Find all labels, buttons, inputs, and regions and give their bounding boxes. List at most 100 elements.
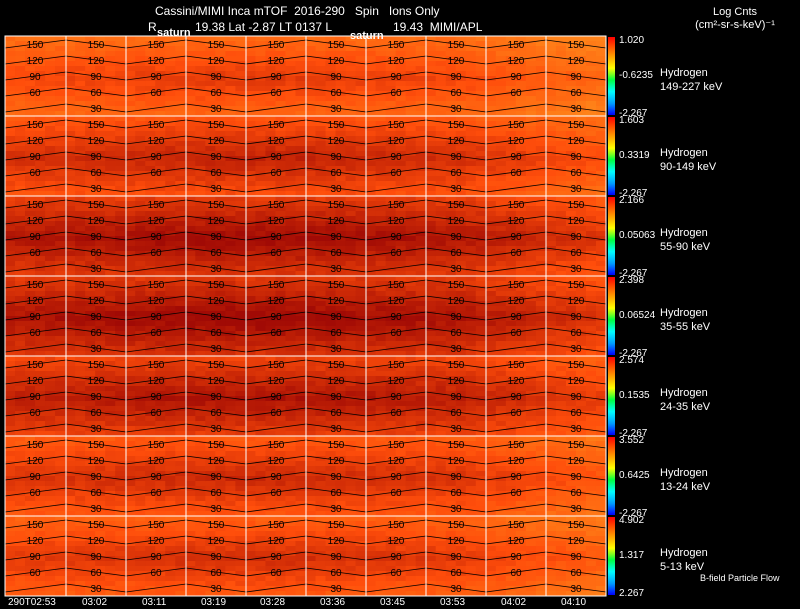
heat-cell bbox=[455, 326, 467, 332]
heat-cell bbox=[565, 151, 577, 157]
heat-cell bbox=[595, 41, 607, 47]
heat-cell bbox=[345, 296, 356, 302]
pitch-angle-contour bbox=[4, 39, 607, 49]
heat-cell bbox=[175, 181, 186, 187]
pitch-angle-label: 90 bbox=[210, 232, 222, 243]
heat-cell bbox=[135, 306, 146, 312]
heat-cell bbox=[55, 206, 66, 212]
heat-cell bbox=[505, 91, 517, 97]
heat-cell bbox=[435, 91, 447, 97]
heat-cell bbox=[355, 401, 366, 407]
heat-cell bbox=[265, 116, 276, 122]
heat-cell bbox=[475, 46, 487, 52]
heat-cell bbox=[315, 321, 326, 327]
pitch-angle-contour bbox=[4, 279, 607, 289]
heat-cell bbox=[415, 61, 427, 67]
heat-cell bbox=[545, 96, 557, 102]
heat-cell bbox=[375, 231, 387, 237]
heat-cell bbox=[515, 106, 527, 112]
heat-cell bbox=[45, 186, 56, 192]
heat-cell bbox=[175, 346, 186, 352]
heat-cell bbox=[225, 286, 236, 292]
heat-cell bbox=[225, 41, 236, 47]
heat-cell bbox=[105, 246, 116, 252]
heat-cell bbox=[85, 356, 96, 362]
pitch-angle-label: 120 bbox=[268, 56, 285, 67]
heat-cell bbox=[395, 51, 407, 57]
heat-cell bbox=[515, 346, 527, 352]
heat-cell bbox=[345, 76, 356, 82]
heat-cell bbox=[435, 316, 447, 322]
heat-cell bbox=[495, 221, 507, 227]
heat-cell bbox=[375, 61, 387, 67]
heat-cell bbox=[595, 281, 607, 287]
heat-cell bbox=[25, 171, 36, 177]
heat-cell bbox=[365, 241, 377, 247]
pitch-angle-label: 120 bbox=[508, 216, 525, 227]
heat-cell bbox=[415, 181, 427, 187]
heat-cell bbox=[135, 66, 146, 72]
heat-cell bbox=[25, 246, 36, 252]
heat-cell bbox=[85, 146, 96, 152]
heat-cell bbox=[445, 356, 457, 362]
heat-cell bbox=[95, 206, 106, 212]
heat-cell bbox=[285, 241, 296, 247]
heat-cell bbox=[55, 221, 66, 227]
heat-cell bbox=[165, 431, 176, 437]
heat-cell bbox=[85, 161, 96, 167]
heat-cell bbox=[465, 391, 477, 397]
heat-cell bbox=[535, 161, 547, 167]
heat-cell bbox=[205, 116, 216, 122]
heat-cell bbox=[115, 211, 126, 217]
heat-cell bbox=[225, 431, 236, 437]
heat-cell bbox=[405, 421, 417, 427]
heat-cell bbox=[315, 236, 326, 242]
heat-cell bbox=[295, 201, 306, 207]
heat-cell bbox=[495, 101, 507, 107]
heat-cell bbox=[425, 361, 437, 367]
heat-cell bbox=[185, 351, 196, 357]
heat-cell bbox=[395, 351, 407, 357]
heat-cell bbox=[5, 101, 16, 107]
heat-cell bbox=[405, 146, 417, 152]
heat-cell bbox=[485, 151, 497, 157]
heat-cell bbox=[555, 401, 567, 407]
heat-cell bbox=[535, 46, 547, 52]
heat-cell bbox=[205, 106, 216, 112]
heat-cell bbox=[465, 81, 477, 87]
heat-cell bbox=[235, 281, 246, 287]
heat-cell bbox=[385, 111, 397, 117]
heat-cell bbox=[105, 341, 116, 347]
heat-cell bbox=[505, 371, 517, 377]
heat-cell bbox=[525, 316, 537, 322]
heat-cell bbox=[95, 336, 106, 342]
heat-cell bbox=[255, 316, 266, 322]
pitch-angle-label: 120 bbox=[388, 56, 405, 67]
heat-cell bbox=[525, 331, 537, 337]
pitch-angle-label: 120 bbox=[388, 136, 405, 147]
heat-cell bbox=[545, 261, 557, 267]
heat-cell bbox=[405, 366, 417, 372]
heat-cell bbox=[505, 236, 517, 242]
heat-cell bbox=[525, 366, 537, 372]
heat-cell bbox=[255, 321, 266, 327]
heat-cell bbox=[25, 396, 36, 402]
heat-cell bbox=[495, 306, 507, 312]
heat-cell bbox=[135, 161, 146, 167]
heat-cell bbox=[555, 181, 567, 187]
heat-cell bbox=[235, 421, 246, 427]
heat-cell bbox=[565, 176, 577, 182]
heat-cell bbox=[355, 196, 366, 202]
heat-cell bbox=[435, 271, 447, 277]
heat-cell bbox=[245, 386, 256, 392]
heat-cell bbox=[135, 406, 146, 412]
heat-cell bbox=[345, 236, 356, 242]
heat-cell bbox=[245, 131, 256, 137]
heat-cell bbox=[95, 171, 106, 177]
heat-cell bbox=[265, 81, 276, 87]
heat-cell bbox=[415, 366, 427, 372]
heat-cell bbox=[435, 86, 447, 92]
heat-cell bbox=[275, 411, 286, 417]
heat-cell bbox=[315, 386, 326, 392]
heat-cell bbox=[475, 281, 487, 287]
